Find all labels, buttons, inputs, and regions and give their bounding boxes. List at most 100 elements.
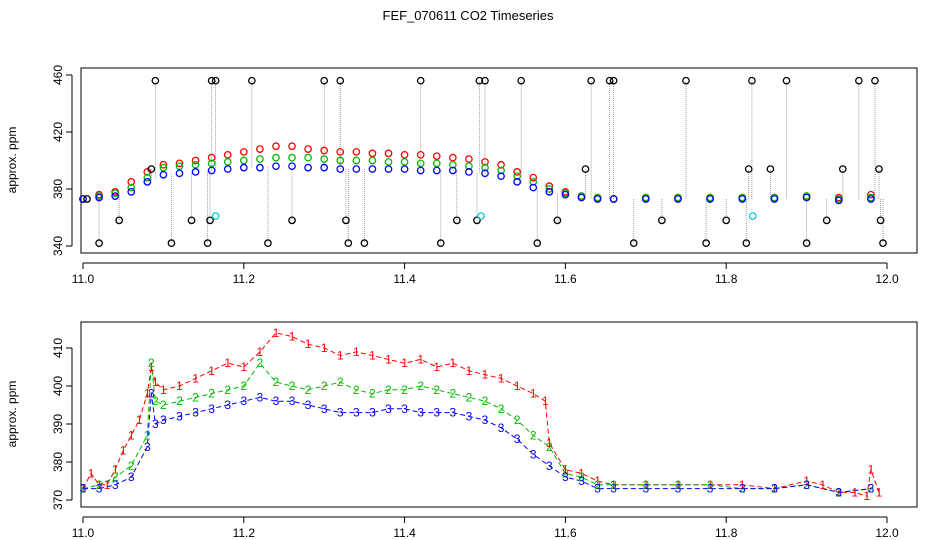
outlier-point (605, 76, 614, 85)
series-3-point (641, 195, 650, 203)
series-3-glyph: 3 (868, 482, 875, 496)
series-2-glyph: 2 (240, 379, 247, 393)
x-tick-label: 11.6 (554, 526, 577, 540)
series-2-glyph: 2 (321, 379, 328, 393)
series-2-glyph: 2 (417, 379, 424, 393)
outlier-point (206, 216, 214, 225)
series-1-point (432, 152, 441, 161)
series-1-point (320, 146, 329, 155)
series-1-glyph: 1 (148, 360, 155, 374)
outlier-point (342, 216, 350, 225)
series-1-glyph: 1 (876, 485, 883, 499)
series-1-glyph: 1 (417, 352, 424, 366)
series-2-line (82, 362, 871, 493)
outlier-point (247, 76, 256, 85)
outlier-point (742, 239, 751, 247)
outlier-point (360, 239, 369, 247)
outlier-point (167, 239, 176, 247)
y-tick-label: 410 (51, 338, 65, 358)
series-1-glyph: 1 (610, 478, 617, 492)
series-1-point (191, 156, 200, 165)
y-tick-label: 380 (51, 452, 65, 472)
series-1-point (368, 149, 377, 158)
series-2-point (352, 156, 361, 165)
outlier-point (288, 216, 296, 225)
series-1-point (207, 153, 216, 162)
series-2-glyph: 2 (160, 398, 167, 412)
series-1-glyph: 1 (257, 345, 264, 359)
series-3-glyph: 3 (385, 402, 392, 416)
series-2-point (111, 189, 120, 198)
series-2-point (448, 160, 457, 169)
series-2-point (143, 173, 152, 182)
series-3-point (352, 165, 361, 173)
series-2-point (368, 156, 377, 165)
series-1-point (352, 148, 361, 156)
outlier-point (553, 216, 562, 225)
bottom-plot-frame (80, 321, 918, 508)
series-3-glyph: 3 (594, 482, 601, 496)
series-3-glyph: 3 (675, 482, 682, 496)
series-2-glyph: 2 (112, 470, 119, 484)
series-1-glyph: 1 (305, 337, 312, 351)
outlier-point (722, 216, 731, 225)
series-3-glyph: 3 (482, 413, 489, 427)
outlier-point (436, 239, 445, 247)
series-1-point (867, 190, 875, 199)
series-2-point (384, 158, 393, 166)
top-panel: 11.0 11.2 11.4 11.6 11.8 12.0 340 380 420 460 ap… (5, 65, 918, 286)
x-tick-label: 12.0 (875, 272, 899, 286)
series-2-glyph: 2 (546, 440, 553, 454)
series-1-glyph: 1 (546, 436, 553, 450)
series-3-point (320, 163, 329, 172)
series-3-glyph: 3 (80, 482, 87, 496)
series-3-glyph: 3 (144, 440, 151, 454)
outlier-point (264, 239, 272, 247)
series-1-glyph: 1 (104, 478, 111, 492)
series-1-glyph: 1 (739, 478, 746, 492)
outlier-point (453, 216, 461, 225)
series-1-glyph: 1 (482, 368, 489, 382)
outlier-point (581, 165, 590, 173)
series-3-glyph: 3 (148, 387, 155, 401)
outlier-point (95, 239, 103, 247)
series-3-glyph: 3 (289, 394, 296, 408)
series-3-point (529, 183, 538, 192)
series-1-point (272, 142, 280, 151)
series-1-point (400, 150, 409, 159)
outlier-point (83, 195, 91, 203)
series-2-glyph: 2 (675, 478, 682, 492)
series-3-glyph: 3 (498, 421, 505, 435)
series-3-point (513, 178, 522, 186)
series-2-glyph: 2 (208, 387, 215, 401)
series-1-glyph: 1 (240, 360, 247, 374)
series-1-glyph: 1 (803, 474, 810, 488)
flagged-point (477, 212, 485, 220)
outlier-point (875, 165, 883, 173)
series-2-point (127, 183, 136, 192)
outlier-point (147, 165, 156, 173)
series-1-glyph: 1 (96, 478, 103, 492)
series-2-glyph: 2 (514, 413, 521, 427)
outlier-point (879, 239, 887, 247)
series-3-glyph: 3 (642, 482, 649, 496)
series-1-point (336, 148, 345, 156)
series-3-glyph: 3 (240, 394, 247, 408)
series-3-point (770, 195, 779, 203)
outlier-point (587, 76, 595, 85)
series-1-glyph: 1 (675, 478, 682, 492)
series-3-point (336, 165, 345, 173)
series-2-glyph: 2 (148, 356, 155, 370)
series-3-glyph: 3 (578, 474, 585, 488)
y-tick-label: 340 (51, 236, 65, 256)
series-1-glyph: 1 (385, 352, 392, 366)
top-plot-frame (80, 67, 918, 254)
top-outlier-connectors (86, 80, 884, 244)
x-tick-label: 11.6 (554, 272, 577, 286)
series-3-glyph: 3 (835, 485, 842, 499)
series-3-glyph: 3 (192, 406, 199, 420)
outlier-point (766, 165, 775, 173)
series-3-glyph: 3 (152, 417, 159, 431)
